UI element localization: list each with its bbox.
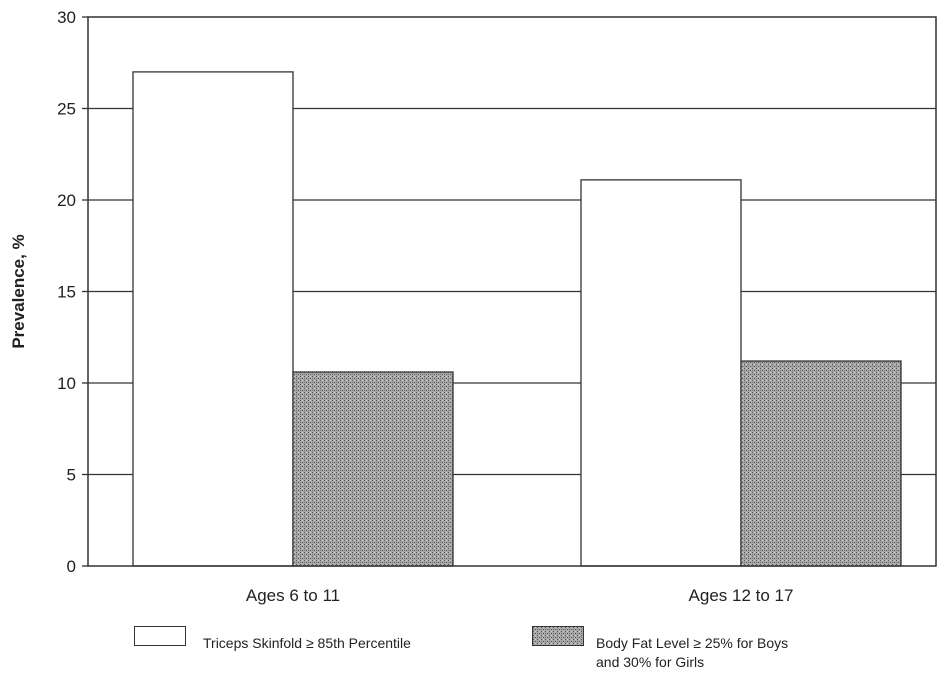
y-tick-label: 20	[57, 191, 76, 210]
y-tick-label: 0	[67, 557, 76, 576]
y-axis: 0 5 10 15 20 25 30	[57, 8, 88, 576]
x-category-label: Ages 12 to 17	[689, 586, 794, 605]
y-tick-label: 30	[57, 8, 76, 27]
legend-label-body-fat: Body Fat Level ≥ 25% for Boys and 30% fo…	[596, 635, 789, 670]
legend-label-triceps: Triceps Skinfold ≥ 85th Percentile	[203, 635, 411, 651]
bars	[132, 71, 902, 567]
x-category-label: Ages 6 to 11	[246, 586, 340, 605]
bar-triceps-2	[580, 179, 742, 567]
x-axis: Ages 6 to 11 Ages 12 to 17	[246, 586, 794, 605]
bar-body-fat-1	[292, 371, 454, 567]
y-tick-label: 10	[57, 374, 76, 393]
legend-swatch-body-fat	[532, 626, 584, 646]
legend-swatch-triceps	[134, 626, 186, 646]
y-tick-label: 25	[57, 100, 76, 119]
bar-body-fat-2	[740, 360, 902, 567]
y-tick-label: 5	[67, 466, 76, 485]
y-axis-title: Prevalence, %	[9, 234, 28, 348]
y-tick-label: 15	[57, 283, 76, 302]
bar-triceps-1	[132, 71, 294, 567]
